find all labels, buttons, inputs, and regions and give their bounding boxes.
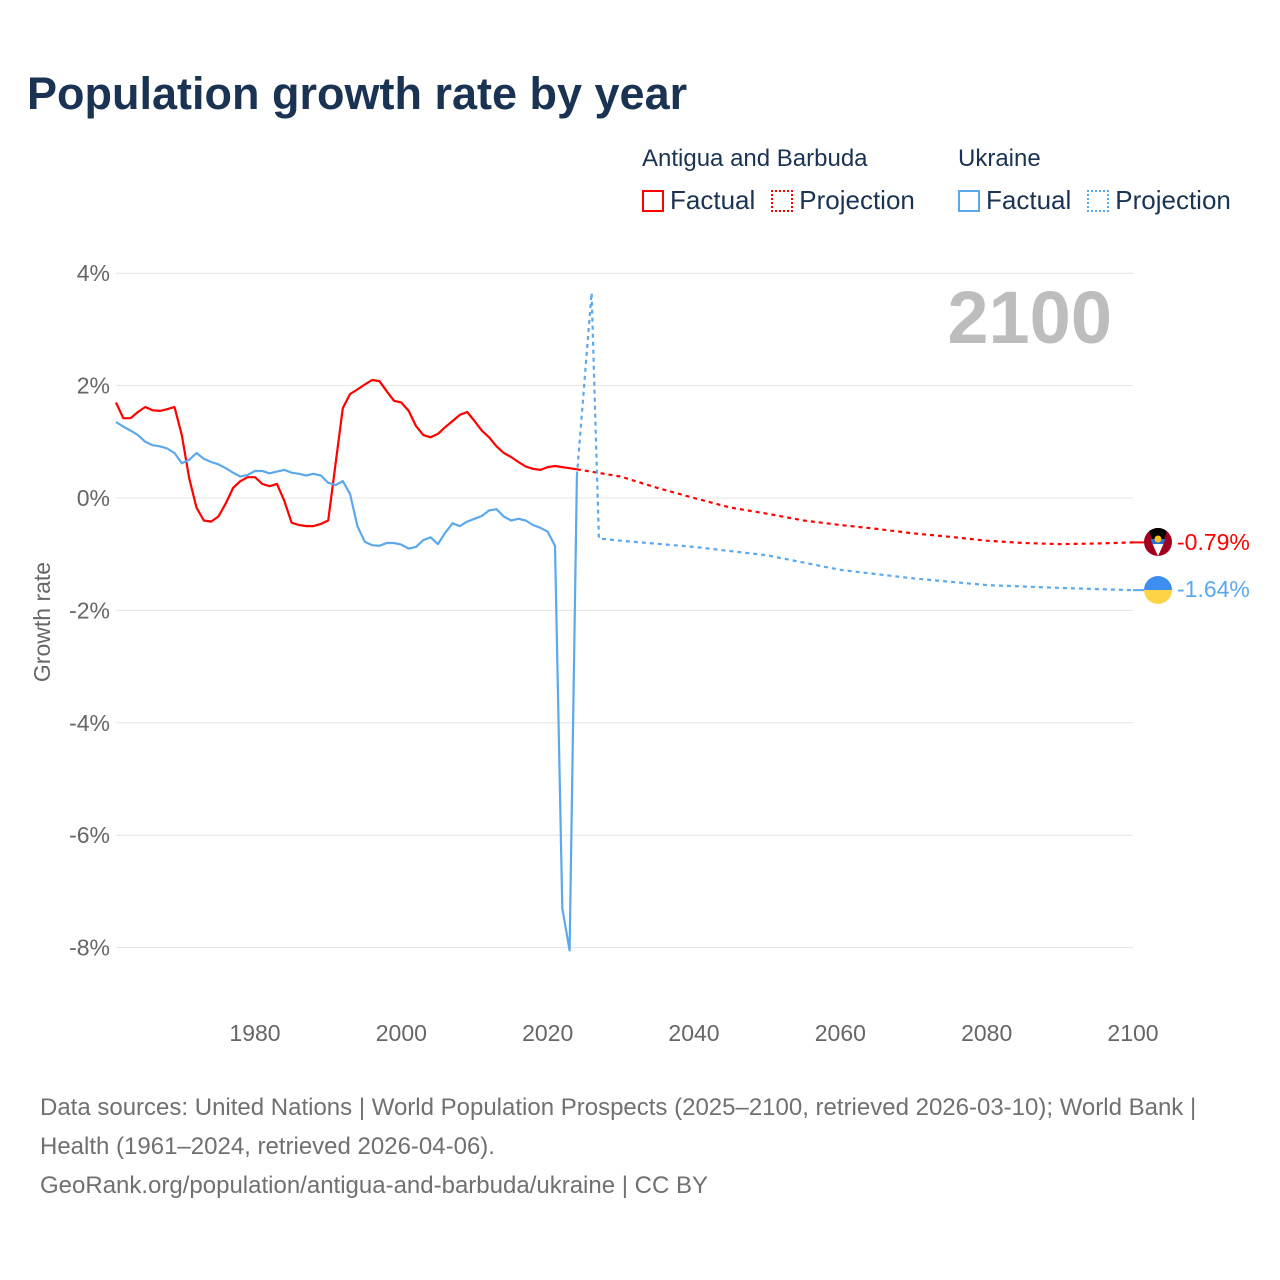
ukraine-end-label: -1.64% bbox=[1177, 576, 1250, 602]
ukraine-factual-line bbox=[115, 421, 578, 952]
ukraine-flag-icon bbox=[1144, 576, 1172, 604]
legend-ukraine-projection[interactable]: Projection bbox=[1087, 185, 1231, 216]
legend-ukraine-factual[interactable]: Factual bbox=[958, 185, 1071, 216]
y-tick-label: 2% bbox=[77, 373, 110, 399]
source-link[interactable]: GeoRank.org/population/antigua-and-barbu… bbox=[40, 1172, 708, 1199]
ukraine-projection-line bbox=[575, 292, 1134, 592]
data-sources: Data sources: United Nations | World Pop… bbox=[40, 1094, 1197, 1160]
legend-group-name: Antigua and Barbuda bbox=[642, 145, 868, 172]
legend-group-name: Ukraine bbox=[958, 145, 1041, 172]
y-tick-label: 0% bbox=[77, 485, 110, 511]
dotted-swatch-icon bbox=[1087, 189, 1110, 212]
x-tick-label: 2100 bbox=[1107, 1020, 1158, 1046]
x-tick-label: 2000 bbox=[376, 1020, 427, 1046]
y-tick-label: -2% bbox=[69, 597, 110, 623]
footer: Data sources: United Nations | World Pop… bbox=[40, 1088, 1240, 1205]
legend-antigua-factual[interactable]: Factual bbox=[642, 185, 755, 216]
y-tick-label: -4% bbox=[69, 710, 110, 736]
y-tick-label: -6% bbox=[69, 822, 110, 848]
x-tick-label: 2080 bbox=[961, 1020, 1012, 1046]
x-tick-label: 1980 bbox=[229, 1020, 280, 1046]
legend-label: Factual bbox=[670, 185, 756, 215]
antigua-flag-icon bbox=[1144, 528, 1172, 556]
legend-antigua-projection[interactable]: Projection bbox=[771, 185, 915, 216]
dotted-swatch-icon bbox=[771, 189, 794, 212]
legend-ukraine: Ukraine Factual Projection bbox=[958, 145, 1231, 216]
year-label: 2100 bbox=[947, 276, 1112, 359]
solid-swatch-icon bbox=[958, 189, 980, 212]
legend-label: Projection bbox=[799, 185, 915, 215]
chart-title: Population growth rate by year bbox=[27, 68, 688, 119]
legend-antigua: Antigua and Barbuda Factual Projection bbox=[642, 145, 915, 216]
y-axis-label: Growth rate bbox=[29, 562, 55, 682]
antigua-factual-line bbox=[115, 378, 578, 528]
antigua-projection-line bbox=[576, 468, 1134, 546]
x-tick-label: 2060 bbox=[815, 1020, 866, 1046]
legend-label: Projection bbox=[1115, 185, 1231, 215]
y-tick-label: 4% bbox=[77, 260, 110, 286]
x-tick-label: 2040 bbox=[668, 1020, 719, 1046]
y-tick-label: -8% bbox=[69, 935, 110, 961]
legend-label: Factual bbox=[986, 185, 1072, 215]
solid-swatch-icon bbox=[642, 189, 664, 212]
x-tick-label: 2020 bbox=[522, 1020, 573, 1046]
antigua-end-label: -0.79% bbox=[1177, 529, 1250, 555]
